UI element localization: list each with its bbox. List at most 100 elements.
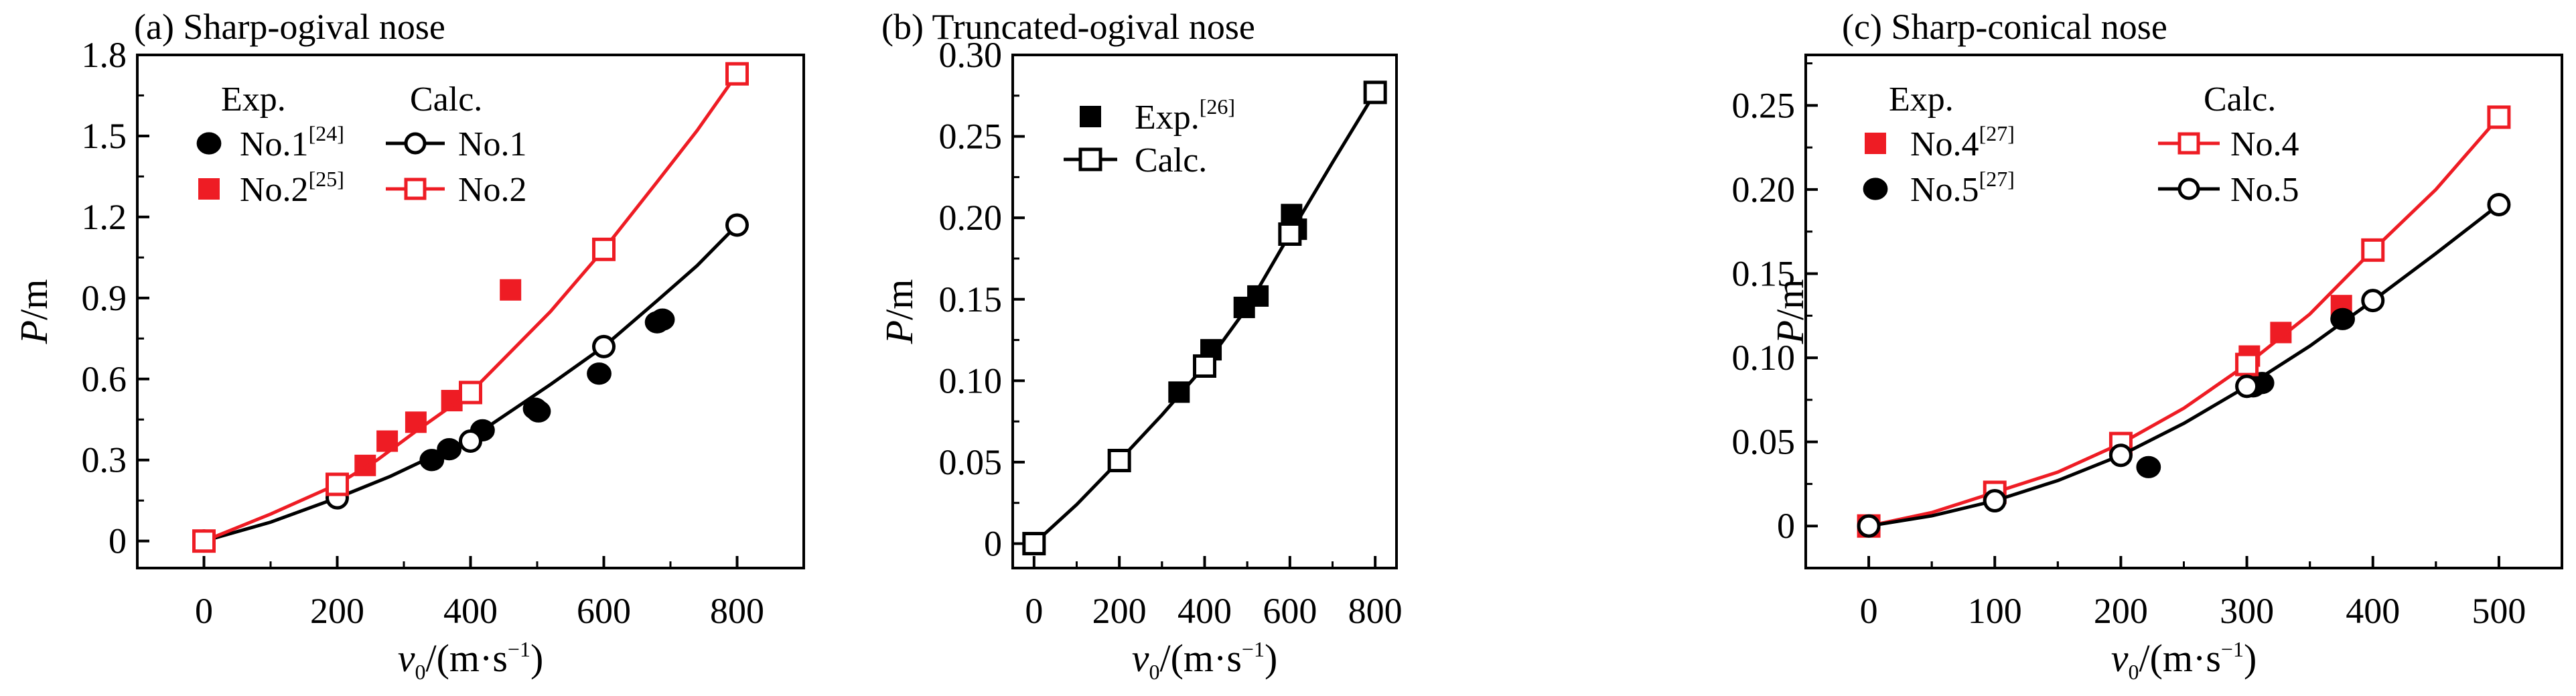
calc-marker [1107, 449, 1131, 473]
legend-exp-label: No.5[27] [1910, 167, 2015, 209]
y-tick-label: 0 [109, 521, 127, 561]
calc-marker [1857, 514, 1881, 538]
y-axis-label: P/m [12, 279, 56, 345]
x-axis-label: v0/(m·s−1) [398, 636, 544, 684]
panel-title: (b) Truncated-ogival nose [881, 7, 1255, 47]
calc-marker [2108, 443, 2133, 468]
calc-marker [2361, 289, 2385, 313]
x-tick-label: 800 [1348, 591, 1403, 631]
legend: Exp. Calc. No.4[27]No.5[27] No.4 No.5 [1863, 80, 2299, 209]
y-tick-label: 0.20 [939, 198, 1003, 238]
x-tick-label: 100 [1968, 591, 2022, 631]
chart-panel-1: 0 200 400 600 800 0 0.3 0.6 0.9 1.2 1.5 1.8(a) Shar… [12, 7, 805, 684]
y-tick-label: 0.30 [939, 35, 1003, 75]
exp-marker [2330, 307, 2355, 330]
y-axis-label: P/m [877, 279, 921, 345]
panel-title: (c) Sharp-conical nose [1842, 7, 2167, 47]
calc-marker [326, 472, 349, 496]
calc-marker [192, 529, 216, 553]
legend: Exp.[26] Calc. [1064, 94, 1235, 180]
legend-exp-header: Exp. [1889, 80, 1954, 119]
legend-exp-marker [196, 132, 222, 155]
plot-frame [1011, 54, 1398, 569]
x-tick-label: 500 [2472, 591, 2526, 631]
exp-marker [2136, 456, 2161, 478]
legend-calc-marker [2177, 132, 2200, 155]
x-tick-label: 800 [710, 591, 764, 631]
legend-calc-label: No.1 [458, 125, 527, 163]
y-tick-label: 0.05 [1732, 422, 1796, 462]
x-tick-label: 0 [1860, 591, 1878, 631]
legend-calc-marker [2177, 178, 2200, 200]
calc-marker [2487, 193, 2511, 217]
y-tick-label: 1.5 [82, 116, 127, 156]
legend-exp-marker [1865, 133, 1886, 154]
calc-marker [2235, 374, 2259, 399]
y-tick-label: 0.25 [939, 117, 1003, 157]
y-tick-label: 0.20 [1732, 169, 1796, 210]
y-tick-label: 1.8 [82, 35, 127, 75]
calc-marker [1022, 532, 1046, 556]
x-tick-label: 0 [195, 591, 213, 631]
legend-exp-marker [1080, 106, 1101, 127]
legend-calc-marker [1078, 147, 1102, 171]
x-tick-label: 200 [1092, 591, 1147, 631]
legend-calc-header: Calc. [410, 80, 482, 119]
calc-curve [1868, 203, 2500, 528]
x-tick-label: 400 [443, 591, 498, 631]
legend-exp-marker [198, 178, 220, 200]
calc-marker [1193, 354, 1216, 378]
calc-marker [2361, 238, 2385, 262]
exp-marker [405, 411, 427, 433]
calc-marker [1983, 489, 2007, 513]
x-tick-label: 0 [1025, 591, 1043, 631]
exp-marker [650, 308, 675, 331]
panel-title: (a) Sharp-ogival nose [134, 7, 445, 47]
y-tick-label: 0.15 [1732, 253, 1796, 293]
legend-exp-label: No.1[24] [240, 121, 344, 163]
x-tick-label: 600 [1263, 591, 1317, 631]
x-axis-label: v0/(m·s−1) [2111, 636, 2257, 684]
legend-exp-label: No.4[27] [1910, 121, 2015, 163]
y-tick-label: 0.6 [82, 359, 127, 399]
x-tick-label: 300 [2220, 591, 2274, 631]
chart-panel-2: 0 200 400 600 800 0 0.05 0.10 0.15 0.20 0.25 0.30(b… [877, 7, 1403, 684]
calc-marker [2487, 105, 2511, 129]
y-tick-label: 0.15 [939, 279, 1003, 320]
calc-marker [725, 62, 749, 86]
legend-exp-header: Exp. [221, 80, 286, 119]
legend-exp-marker [1863, 178, 1888, 200]
x-tick-label: 400 [2346, 591, 2400, 631]
x-tick-label: 600 [577, 591, 631, 631]
x-tick-label: 200 [310, 591, 364, 631]
y-tick-label: 0.10 [1732, 338, 1796, 378]
calc-marker [725, 213, 749, 237]
legend: Exp. Calc. No.1[24]No.2[25] No.1 No.2 [196, 80, 527, 209]
legend-exp-label: Exp.[26] [1135, 94, 1235, 137]
y-tick-label: 0.3 [82, 440, 127, 480]
y-tick-label: 0.9 [82, 278, 127, 318]
x-tick-label: 400 [1177, 591, 1232, 631]
legend-calc-marker [404, 178, 427, 200]
calc-marker [2235, 352, 2259, 376]
calc-marker [592, 334, 616, 358]
exp-marker [500, 279, 522, 301]
calc-marker [459, 429, 482, 454]
y-tick-label: 0.05 [939, 442, 1003, 482]
calc-curve [203, 224, 739, 543]
exp-marker [526, 400, 551, 423]
x-axis-label: v0/(m·s−1) [1132, 636, 1278, 684]
legend-calc-label: No.5 [2230, 171, 2299, 209]
x-tick-label: 200 [2094, 591, 2148, 631]
y-tick-label: 0.25 [1732, 85, 1796, 125]
y-tick-label: 0 [984, 524, 1002, 564]
chart-panel-3: 0 100 200 300 400 500 0 0.05 0.10 0.15 0.20 0.25 (c)… [1732, 7, 2563, 684]
y-axis-label: P/m [1768, 279, 1812, 345]
exp-marker [587, 362, 612, 385]
legend-calc-header: Calc. [2204, 80, 2276, 119]
calc-marker [592, 237, 616, 261]
legend-calc-label: Calc. [1135, 141, 1207, 180]
calc-marker [1363, 80, 1387, 105]
y-tick-label: 0.10 [939, 360, 1003, 401]
